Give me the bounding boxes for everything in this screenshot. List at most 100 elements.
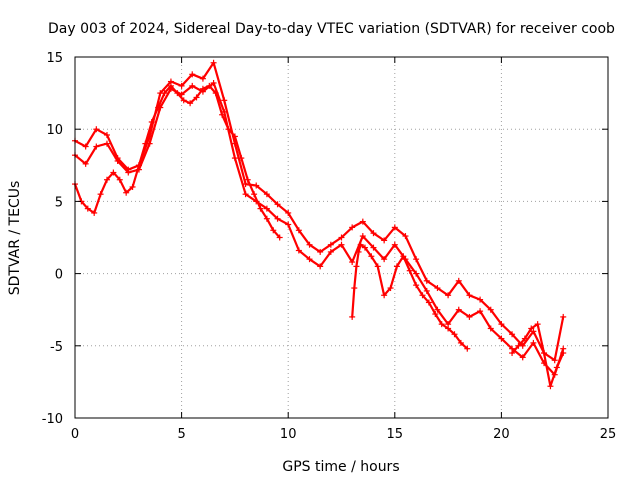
data-point	[193, 94, 200, 101]
data-point	[274, 215, 281, 222]
data-point	[210, 79, 217, 86]
data-point	[338, 234, 345, 241]
data-point	[400, 253, 407, 260]
data-point	[253, 182, 260, 189]
x-tick-label: 5	[177, 427, 185, 442]
data-point	[97, 191, 104, 198]
data-point	[129, 183, 136, 190]
data-point	[219, 111, 226, 118]
data-point	[434, 306, 441, 313]
data-point	[270, 227, 277, 234]
data-point	[457, 339, 464, 346]
data-point	[91, 209, 98, 216]
data-point	[541, 350, 548, 357]
data-point	[231, 133, 238, 140]
series-line	[73, 81, 565, 376]
data-point	[123, 189, 130, 196]
data-point	[455, 306, 462, 313]
x-tick-label: 10	[280, 427, 297, 442]
data-point	[413, 256, 420, 263]
series-1	[72, 59, 567, 364]
data-point	[174, 90, 181, 97]
data-point	[413, 270, 420, 277]
series-4	[349, 241, 471, 352]
data-point	[368, 253, 375, 260]
data-point	[199, 75, 206, 82]
data-point	[393, 263, 400, 270]
data-point	[295, 227, 302, 234]
data-point	[263, 215, 270, 222]
data-point	[477, 308, 484, 315]
data-point	[251, 191, 258, 198]
data-point	[84, 205, 91, 212]
data-point	[142, 140, 149, 147]
data-point	[82, 143, 89, 150]
y-tick-label: 10	[46, 123, 63, 138]
data-point	[295, 247, 302, 254]
series-line	[351, 243, 469, 350]
data-point	[338, 241, 345, 248]
data-point	[116, 176, 123, 183]
data-point	[425, 299, 432, 306]
data-point	[530, 339, 537, 346]
chart-title: Day 003 of 2024, Sidereal Day-to-day VTE…	[48, 21, 615, 37]
data-point	[487, 306, 494, 313]
data-point	[445, 325, 452, 332]
data-point	[477, 296, 484, 303]
x-axis-label: GPS time / hours	[282, 459, 399, 475]
data-point	[351, 285, 358, 292]
data-point	[413, 282, 420, 289]
data-point	[114, 157, 121, 164]
data-point	[103, 140, 110, 147]
data-point	[370, 230, 377, 237]
data-point	[381, 256, 388, 263]
data-point	[231, 155, 238, 162]
data-point	[206, 82, 213, 89]
data-point	[257, 205, 264, 212]
data-point	[327, 248, 334, 255]
data-point	[317, 263, 324, 270]
series-5	[509, 321, 567, 390]
plot-frame	[74, 56, 609, 419]
x-tick-label: 15	[387, 427, 404, 442]
data-point	[451, 331, 458, 338]
x-tick-label: 0	[71, 427, 79, 442]
data-point	[167, 82, 174, 89]
series-line	[73, 84, 281, 239]
y-tick-label: -5	[50, 340, 63, 355]
data-point	[135, 162, 142, 169]
data-point	[534, 321, 541, 328]
data-point	[381, 292, 388, 299]
data-point	[93, 143, 100, 150]
data-point	[374, 263, 381, 270]
y-tick-label: -10	[42, 412, 63, 427]
x-tick-label: 20	[493, 427, 510, 442]
data-point	[199, 85, 206, 92]
data-series	[72, 59, 567, 390]
data-point	[212, 90, 219, 97]
data-point	[244, 176, 251, 183]
data-point	[391, 241, 398, 248]
y-tick-label: 5	[55, 195, 63, 210]
data-point	[349, 224, 356, 231]
data-point	[180, 97, 187, 104]
data-point	[445, 292, 452, 299]
data-point	[285, 221, 292, 228]
data-point	[423, 277, 430, 284]
data-point	[103, 131, 110, 138]
data-point	[349, 313, 356, 320]
data-point	[419, 292, 426, 299]
data-point	[438, 321, 445, 328]
series-line	[73, 61, 565, 362]
y-tick-label: 0	[55, 268, 63, 283]
data-point	[285, 209, 292, 216]
data-point	[487, 325, 494, 332]
data-point	[387, 285, 394, 292]
data-point	[221, 97, 228, 104]
series-2	[72, 79, 567, 378]
data-point	[359, 218, 366, 225]
data-point	[466, 292, 473, 299]
data-point	[509, 331, 516, 338]
data-point	[391, 224, 398, 231]
